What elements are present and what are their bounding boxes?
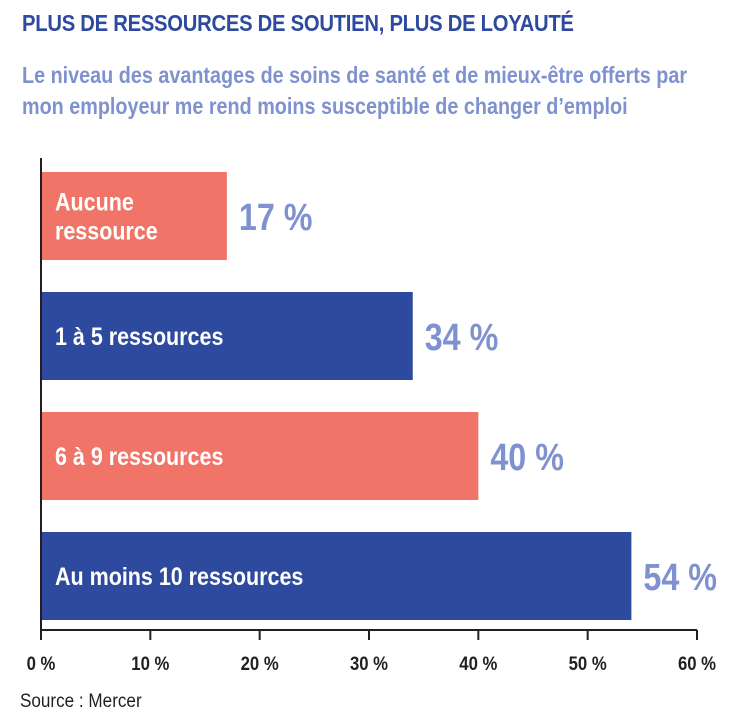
bar [41, 532, 632, 620]
bar-category-label: ressource [55, 217, 158, 245]
x-tick-label: 20 % [241, 653, 279, 674]
x-tick-label: 40 % [459, 653, 497, 674]
x-tick-label: 0 % [27, 653, 56, 674]
bar-value-label: 40 % [490, 437, 564, 479]
chart-title: PLUS DE RESSOURCES DE SOUTIEN, PLUS DE L… [22, 10, 574, 36]
bar-category-label: Au moins 10 ressources [55, 562, 303, 590]
bar [41, 172, 227, 260]
bar-value-label: 17 % [239, 197, 313, 239]
bar-category-label: Aucune [55, 188, 134, 216]
bar [41, 292, 413, 380]
bar-category-label: 6 à 9 ressources [55, 442, 223, 470]
bar-value-label: 54 % [643, 557, 717, 599]
x-tick-label: 60 % [678, 653, 716, 674]
chart-subtitle: Le niveau des avantages de soins de sant… [22, 62, 688, 119]
bar [41, 412, 479, 500]
bar-value-label: 34 % [425, 317, 499, 359]
source-note: Source : Mercer [20, 691, 142, 712]
x-tick-label: 10 % [131, 653, 169, 674]
bar-category-label: 1 à 5 ressources [55, 322, 223, 350]
x-tick-label: 30 % [350, 653, 388, 674]
x-tick-label: 50 % [569, 653, 607, 674]
